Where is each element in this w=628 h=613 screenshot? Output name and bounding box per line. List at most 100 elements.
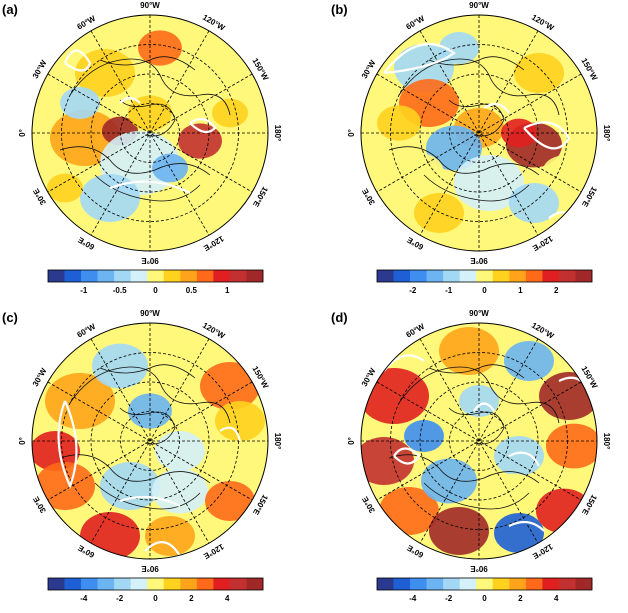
coastline [119,99,176,137]
coastline [448,407,505,445]
anomaly-patch [509,183,559,223]
colorbar-swatch [97,578,115,590]
colorbar-tick-label: 0.5 [186,286,198,295]
colorbar-swatch [476,270,494,282]
significance-contour [144,541,181,557]
anomaly-patch [486,473,542,519]
longitude-label: 90°W [469,1,489,10]
colorbar-swatch [443,578,460,590]
coastline [59,454,211,484]
colorbar-swatch [525,578,543,590]
panel-label: (c) [2,310,18,325]
polar-map-c: (c) 90°W120°W150°W180°150°E120°E90°E60°E3… [2,309,282,603]
colorbar-swatch [130,270,148,282]
colorbar-swatch [64,270,82,282]
meridian [376,381,582,501]
graticule [361,323,597,559]
longitude-label: 30°E [31,494,48,514]
colorbar-frame [47,269,264,283]
longitude-label: 60°E [76,543,96,560]
colorbar-tick-label: -2 [116,594,124,603]
graticule [32,15,268,251]
anomaly-patch [80,174,140,222]
anomaly-patch [361,437,414,485]
colorbar-tick-label: 0 [153,286,158,295]
map-panel-b: (b) 90°W 120°W 150°W 180° 150°E 120°E 90°E 60°E 3… [329,0,628,305]
significance-contour [508,520,545,532]
longitude-label: 180° [602,433,611,450]
colorbar-swatch [410,270,427,282]
colorbar-tick-label: 2 [518,594,523,603]
significance-contour [119,96,141,104]
map-border [31,14,269,252]
anomaly-patch [155,431,205,471]
anomaly-patch [454,155,524,211]
colorbar-swatch [459,270,477,282]
significance-contour [63,49,92,72]
significance-contours [63,49,217,194]
significance-contour [393,447,421,465]
longitude-label: 90°E [470,564,488,573]
anomaly-patch [35,462,95,510]
colorbar-swatch [147,270,165,282]
coastline [119,407,176,445]
map-border [360,322,598,560]
colorbar: -4 -2 0 2 4 [47,577,264,603]
longitude-label: 90°E [141,256,159,265]
anomaly-patch [377,105,421,141]
map-panel-a: (a) 90°W 120°W 150°W 180° 150°E 120°E 90°E 60°E 3… [0,0,300,305]
colorbar-tick-label: -1 [445,286,453,295]
colorbar-swatch [64,578,82,590]
anomaly-patch [212,98,248,128]
significance-contour [189,117,217,134]
panel-label: (b) [331,2,348,17]
colorbar-swatch [114,270,131,282]
colorbar-swatch [213,270,231,282]
longitude-label: 30°E [360,186,377,206]
anomaly-patch [504,341,554,381]
longitude-label: 60°E [405,235,425,252]
anomaly-patch [205,481,255,521]
anomaly-patch [60,87,100,119]
colorbar-swatch [525,270,543,282]
anomaly-patch [138,30,182,66]
colorbar-swatch [114,578,131,590]
colorbar-tick-label: -0.5 [113,286,127,295]
colorbar-tick-label: 2 [554,286,559,295]
colorbar-swatch [163,578,181,590]
colorbar-swatch [180,578,198,590]
significance-contour [483,102,510,114]
colorbar-tick-label: 0 [482,286,487,295]
anomaly-patch [394,153,444,193]
colorbar-swatch [97,270,115,282]
significance-contours [57,400,242,557]
polar-map-b: (b) 90°W120°W150°W180°150°E120°E90°E60°E3… [331,1,611,295]
longitude-label: 90°E [470,256,488,265]
significance-contour [383,43,456,75]
colorbar-tick-label: 0 [482,594,487,603]
significance-contour [473,402,495,412]
longitude-label: 180° [273,433,282,450]
longitude-label: 60°E [76,235,96,252]
polar-map-d: (d) 90°W120°W150°W180°150°E120°E90°E60°E3… [331,309,611,603]
anomaly-patch [404,420,444,452]
significance-contour [508,451,540,467]
anomaly-patch [100,462,160,510]
colorbar-swatch [443,270,460,282]
map-border [360,14,598,252]
colorbar-swatch [163,270,181,282]
colorbar-frame [47,577,264,591]
longitude-label: 0° [18,129,27,137]
colorbar-swatch [558,578,576,590]
colorbar-swatch [196,578,214,590]
coastline [448,99,505,137]
anomaly-patch [178,123,222,159]
significance-contour [109,180,191,194]
colorbar-tick-label: -4 [409,594,417,603]
colorbar-swatch [246,578,264,590]
colorbar-tick-label: 1 [225,286,230,295]
colorbar-swatch [492,578,510,590]
colorbar-swatch [476,578,494,590]
longitude-label: 90°W [140,1,160,10]
coastline [388,454,540,484]
